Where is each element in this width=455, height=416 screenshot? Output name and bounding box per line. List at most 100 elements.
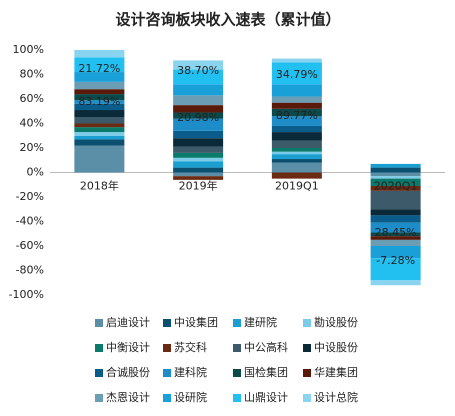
bar-segment <box>173 152 224 158</box>
bar-segment <box>271 132 322 141</box>
legend-swatch <box>95 319 103 327</box>
legend-swatch <box>163 344 171 352</box>
y-tick-label: 100% <box>13 43 44 56</box>
legend-label: 中衡设计 <box>106 341 150 354</box>
legend-swatch <box>303 319 311 327</box>
bar-segment <box>370 163 421 168</box>
legend-label: 苏交科 <box>174 340 207 354</box>
x-tick-label: 2019年 <box>179 179 218 193</box>
bar-segment <box>271 172 322 179</box>
bar-segment <box>173 95 224 106</box>
legend-swatch <box>95 394 103 402</box>
bar-segment <box>271 62 322 85</box>
bar-segment <box>74 123 125 128</box>
legend-swatch <box>163 394 171 402</box>
bar-segment <box>173 161 224 168</box>
y-tick-label: -80% <box>16 264 44 277</box>
y-tick-label: 60% <box>20 92 44 105</box>
bar-segment <box>271 148 322 152</box>
legend-label: 启迪设计 <box>106 316 150 329</box>
bar-segment <box>370 215 421 223</box>
y-tick-label: -60% <box>16 239 44 252</box>
bar-segment <box>271 116 322 126</box>
bar-segment <box>74 72 125 82</box>
bar-segment <box>173 84 224 96</box>
bar-segment <box>271 151 322 155</box>
legend-label: 山鼎设计 <box>244 391 288 404</box>
x-tick-label: 2020Q1 <box>374 180 418 193</box>
annotation: -7.28% <box>376 254 415 267</box>
bar-segment <box>370 236 421 240</box>
bar-segment <box>370 258 421 281</box>
bar-segment <box>370 232 421 237</box>
legend-swatch <box>303 394 311 402</box>
bar-segment <box>271 58 322 63</box>
legend-swatch <box>163 319 171 327</box>
bar-segment <box>370 178 421 186</box>
x-tick-label: 2019Q1 <box>275 180 319 193</box>
legend-swatch <box>233 369 241 377</box>
legend-swatch <box>163 369 171 377</box>
legend-swatch <box>95 369 103 377</box>
bar-segment <box>74 117 125 124</box>
bar-segment <box>173 138 224 147</box>
annotation: 89.77% <box>276 109 318 122</box>
y-tick-label: -40% <box>16 215 44 228</box>
bar-segment <box>370 239 421 246</box>
legend-label: 杰恩设计 <box>106 391 150 404</box>
y-tick-label: 40% <box>20 117 44 130</box>
legend-label: 建研院 <box>244 315 277 329</box>
annotation: 38.70% <box>177 64 219 77</box>
bar-segment <box>370 185 421 191</box>
legend-swatch <box>233 344 241 352</box>
legend-swatch <box>95 344 103 352</box>
bar-segment <box>271 102 322 109</box>
bar-segment <box>74 139 125 146</box>
bar-segment <box>74 110 125 118</box>
bar-segment <box>173 146 224 153</box>
legend-swatch <box>233 319 241 327</box>
bar-segment <box>370 190 421 210</box>
y-tick-label: 80% <box>20 68 44 81</box>
annotation: 83.19% <box>78 95 120 108</box>
bar-segment <box>74 132 125 136</box>
bar-segment <box>74 81 125 90</box>
legend-label: 中公高科 <box>244 340 288 354</box>
annotation: 34.79% <box>276 68 318 81</box>
y-tick-label: -100% <box>9 288 44 301</box>
bar-segment <box>173 118 224 131</box>
bar-segment <box>370 176 421 179</box>
legend-swatch <box>303 369 311 377</box>
bar-segment <box>370 246 421 259</box>
bar-segment <box>74 57 125 73</box>
legend-label: 华建集团 <box>314 365 358 379</box>
bar-segment <box>74 100 125 104</box>
annotation: 20.98% <box>177 111 219 124</box>
annotation: 21.72% <box>78 62 120 75</box>
bar-segment <box>173 172 224 177</box>
bar-segment <box>74 94 125 101</box>
bar-segment <box>173 167 224 173</box>
y-tick-label: 0% <box>27 166 44 179</box>
bar-segment <box>173 157 224 162</box>
bar-segment <box>370 280 421 286</box>
bar-segment <box>370 172 421 177</box>
legend-swatch <box>233 394 241 402</box>
legend-label: 勘设股份 <box>314 316 358 329</box>
bar-segment <box>271 159 322 163</box>
bar-segment <box>271 108 322 117</box>
bar-segment <box>74 89 125 95</box>
chart-title: 设计咨询板块收入速表（累计值） <box>115 11 340 29</box>
legend-label: 国检集团 <box>244 365 288 379</box>
bar-segment <box>370 167 421 173</box>
bar-segment <box>271 140 322 148</box>
y-tick-label: 20% <box>20 141 44 154</box>
bar-segment <box>370 209 421 216</box>
legend-label: 设计总院 <box>314 390 358 404</box>
annotation: 28.45% <box>375 226 417 239</box>
bar-segment <box>74 127 125 133</box>
legend-label: 合诚股份 <box>106 365 150 379</box>
bar-segment <box>370 222 421 233</box>
bar-segment <box>173 105 224 113</box>
legend-label: 建科院 <box>174 365 207 379</box>
